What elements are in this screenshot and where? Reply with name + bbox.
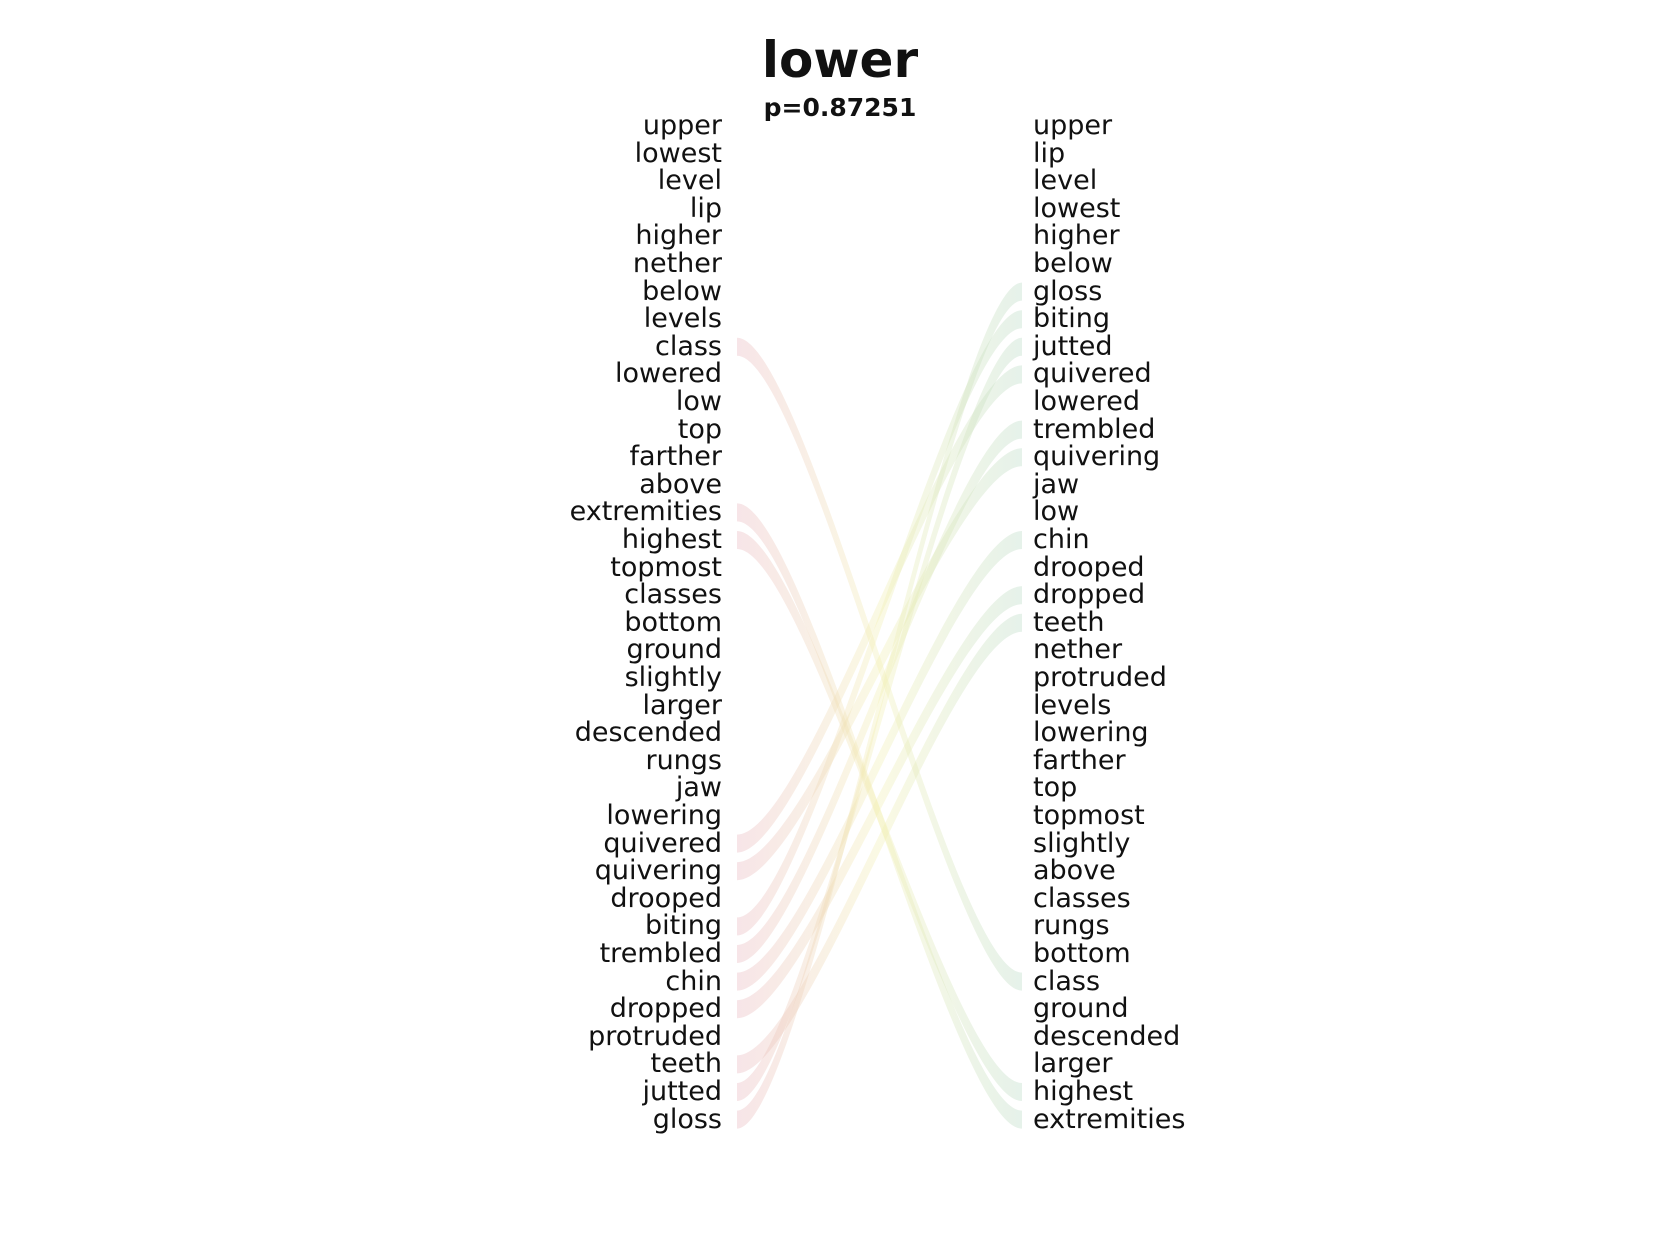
left-word-below: below [642, 275, 722, 307]
left-word-quivering: quivering [594, 855, 722, 887]
right-word-extremities: extremities [1033, 1103, 1186, 1135]
right-word-lowest: lowest [1033, 192, 1121, 224]
right-word-farther: farther [1033, 744, 1126, 776]
left-word-teeth: teeth [650, 1048, 722, 1080]
right-word-slightly: slightly [1033, 827, 1131, 859]
left-word-slightly: slightly [624, 662, 722, 693]
ribbon-highest [737, 531, 1022, 1101]
right-word-levels: levels [1033, 689, 1112, 721]
right-word-above: above [1033, 855, 1116, 887]
left-word-lowering: lowering [606, 800, 722, 831]
right-word-chin: chin [1033, 524, 1090, 555]
right-word-higher: higher [1033, 220, 1120, 252]
right-word-lowered: lowered [1033, 386, 1140, 417]
right-word-jaw: jaw [1033, 468, 1080, 500]
ribbon-teeth [737, 613, 1022, 1074]
left-word-above: above [639, 468, 722, 500]
left-word-level: level [657, 165, 722, 197]
right-word-descended: descended [1033, 1020, 1181, 1052]
left-word-nether: nether [632, 248, 722, 279]
ribbon-gloss [737, 282, 1022, 1129]
right-word-larger: larger [1033, 1048, 1113, 1080]
left-word-lip: lip [689, 192, 722, 224]
left-word-extremities: extremities [569, 496, 722, 528]
right-word-upper: upper [1033, 110, 1113, 141]
right-word-quivering: quivering [1033, 441, 1161, 473]
left-word-low: low [675, 386, 722, 417]
left-word-top: top [677, 413, 722, 445]
left-word-dropped: dropped [609, 993, 722, 1025]
right-word-jutted: jutted [1033, 330, 1113, 362]
ribbon-dropped [737, 586, 1022, 1019]
left-word-farther: farther [629, 441, 722, 473]
right-word-nether: nether [1033, 634, 1123, 666]
left-word-chin: chin [665, 965, 722, 997]
left-word-upper: upper [642, 110, 722, 141]
right-word-dropped: dropped [1033, 579, 1146, 611]
ribbon-biting [737, 310, 1022, 936]
ribbon-quivered [737, 365, 1022, 853]
left-word-rungs: rungs [645, 744, 722, 776]
left-word-jutted: jutted [642, 1076, 722, 1107]
left-word-protruded: protruded [588, 1020, 722, 1052]
left-word-lowest: lowest [634, 137, 722, 169]
left-word-higher: higher [635, 220, 722, 252]
ribbon-trembled [737, 420, 1022, 964]
right-word-highest: highest [1033, 1076, 1134, 1107]
left-word-highest: highest [621, 524, 722, 555]
left-word-trembled: trembled [599, 938, 722, 969]
left-word-descended: descended [574, 717, 722, 749]
left-word-classes: classes [624, 579, 722, 611]
right-word-low: low [1033, 496, 1080, 528]
right-word-biting: biting [1033, 303, 1110, 335]
right-word-rungs: rungs [1033, 910, 1110, 942]
right-word-level: level [1033, 165, 1098, 197]
left-word-drooped: drooped [610, 882, 722, 914]
ribbon-jutted [737, 337, 1022, 1101]
left-word-lowered: lowered [615, 358, 722, 390]
left-word-quivered: quivered [603, 827, 722, 859]
right-word-gloss: gloss [1033, 275, 1103, 307]
left-word-bottom: bottom [624, 606, 722, 638]
left-word-gloss: gloss [652, 1103, 722, 1135]
right-word-classes: classes [1033, 882, 1131, 914]
right-word-topmost: topmost [1033, 800, 1145, 831]
right-word-lip: lip [1033, 137, 1066, 169]
chart-title: lower [761, 31, 919, 89]
left-word-topmost: topmost [610, 551, 722, 583]
right-word-top: top [1033, 772, 1078, 804]
right-word-teeth: teeth [1033, 606, 1105, 638]
ribbon-quivering [737, 448, 1022, 881]
left-word-class: class [654, 330, 722, 362]
right-word-lowering: lowering [1033, 717, 1149, 749]
left-word-larger: larger [642, 689, 722, 721]
left-word-levels: levels [643, 303, 722, 335]
right-word-ground: ground [1033, 993, 1129, 1025]
left-word-jaw: jaw [675, 772, 722, 804]
left-word-biting: biting [645, 910, 722, 942]
right-word-bottom: bottom [1033, 938, 1131, 969]
right-word-below: below [1033, 248, 1113, 279]
right-word-quivered: quivered [1033, 358, 1152, 390]
p-value-subtitle: p=0.87251 [763, 93, 917, 122]
left-word-ground: ground [626, 634, 722, 666]
right-word-trembled: trembled [1033, 413, 1156, 445]
right-word-class: class [1033, 965, 1101, 997]
ribbon-chin [737, 531, 1022, 991]
right-word-protruded: protruded [1033, 662, 1167, 693]
right-word-drooped: drooped [1033, 551, 1145, 583]
